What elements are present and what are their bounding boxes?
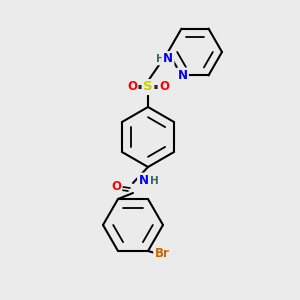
Text: O: O xyxy=(127,80,137,94)
Text: H: H xyxy=(150,176,159,185)
Text: N: N xyxy=(139,174,148,187)
Text: Br: Br xyxy=(154,248,169,260)
Text: N: N xyxy=(178,69,188,82)
Text: O: O xyxy=(159,80,169,94)
Text: H: H xyxy=(156,54,164,64)
Text: N: N xyxy=(163,52,173,65)
Text: S: S xyxy=(143,80,153,94)
Text: O: O xyxy=(111,181,121,194)
